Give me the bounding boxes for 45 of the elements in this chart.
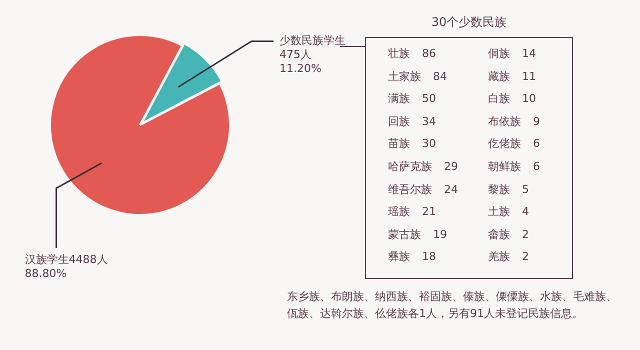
data-label: 2	[522, 250, 529, 264]
data-label: 30	[422, 137, 436, 152]
category-label: 瑶族	[388, 205, 410, 220]
category-label: 畲族	[488, 228, 510, 242]
data-label: 19	[433, 228, 447, 242]
category-label: 羌族	[488, 250, 510, 264]
data-label: 6	[533, 160, 540, 174]
data-label: 5	[522, 182, 529, 197]
data-label: 6	[533, 137, 540, 152]
data-label: 14	[522, 47, 536, 61]
slice-label: 汉族学生4488人 88.80%	[24, 252, 108, 280]
category-label: 朝鲜族	[488, 160, 521, 174]
category-label: 白族	[488, 92, 510, 106]
data-label: 9	[533, 114, 540, 129]
data-label: 50	[422, 92, 436, 106]
category-label: 苗族	[388, 137, 410, 152]
data-label: 29	[444, 160, 458, 174]
text: 30个少数民族	[430, 14, 508, 31]
category-label: 侗族	[488, 47, 510, 61]
category-label: 藏族	[488, 70, 510, 84]
category-label: 满族	[388, 92, 410, 106]
data-label: 86	[422, 47, 436, 61]
category-label: 回族	[388, 114, 410, 129]
data-label: 34	[422, 114, 436, 129]
category-label: 布依族	[488, 114, 521, 129]
data-label: 18	[422, 250, 436, 264]
category-label: 壮族	[388, 47, 410, 61]
data-label: 2	[522, 228, 529, 242]
category-label: 蒙古族	[388, 228, 421, 242]
category-label: 仡佬族	[488, 137, 521, 152]
category-label: 黎族	[488, 182, 510, 197]
data-label: 10	[522, 92, 536, 106]
data-label: 475人 11.20%	[280, 48, 322, 76]
category-label: 土族	[488, 205, 510, 220]
data-label: 24	[444, 182, 458, 197]
text: 东乡族、布朗族、纳西族、裕固族、傣族、傈僳族、水族、毛难族、佤族、达斡尔族、仫佬族各1人，另有91人未登记民族信息。	[287, 289, 618, 322]
data-label: 4	[522, 205, 529, 220]
category-label: 彝族	[388, 250, 410, 264]
data-label: 21	[422, 205, 436, 220]
data-label: 11	[522, 70, 536, 84]
data-label: 84	[433, 70, 447, 84]
category-label: 维吾尔族	[388, 182, 432, 197]
category-label: 哈萨克族	[388, 160, 432, 174]
slice-label: 少数民族学生	[280, 34, 346, 48]
category-label: 土家族	[388, 70, 421, 84]
